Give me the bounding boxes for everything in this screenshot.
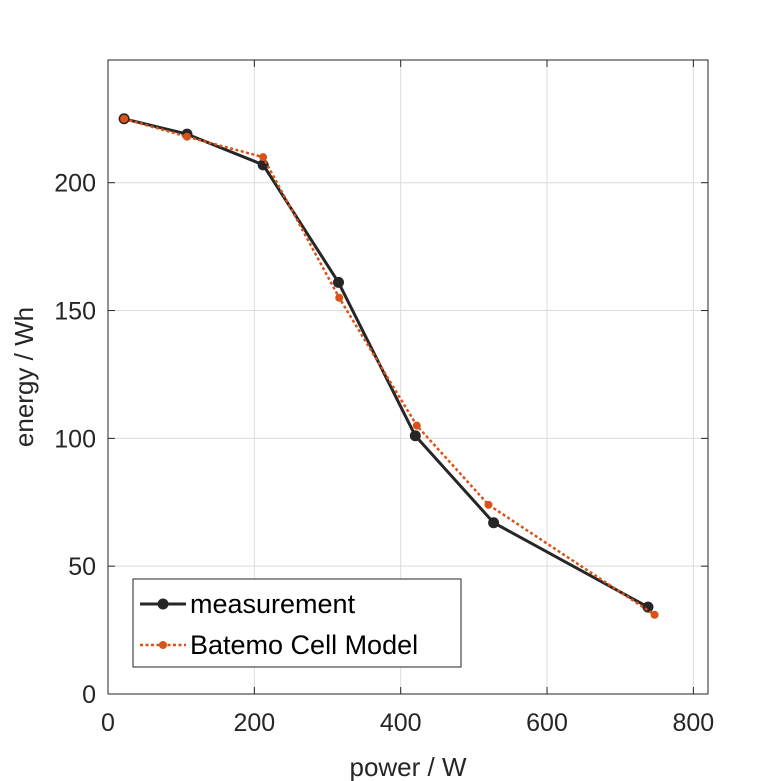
data-point-measurement xyxy=(332,276,344,288)
legend: measurement Batemo Cell Model xyxy=(132,578,462,668)
series-line-measurement xyxy=(123,117,649,609)
data-point-batemo-cell-model xyxy=(183,132,192,141)
data-point-batemo-cell-model xyxy=(484,500,493,509)
legend-marker-batemo-cell-model xyxy=(159,641,167,649)
series-line-batemo-cell-model xyxy=(123,117,656,616)
legend-marker-measurement xyxy=(157,598,169,610)
plot-area-frame xyxy=(107,59,709,695)
x-tick-label: 600 xyxy=(526,709,568,737)
y-tick-label: 50 xyxy=(68,553,96,581)
data-point-measurement xyxy=(409,430,421,442)
data-point-batemo-cell-model xyxy=(120,114,129,123)
grid xyxy=(108,60,708,694)
x-tick-label: 0 xyxy=(101,709,115,737)
data-point-batemo-cell-model xyxy=(259,153,268,162)
legend-entry-batemo-cell-model: Batemo Cell Model xyxy=(140,630,418,660)
legend-box xyxy=(132,578,462,668)
axis-ticks: 0 200 400 600 800 0 50 100 150 200 xyxy=(54,60,714,737)
data-point-measurement xyxy=(642,601,654,613)
series-batemo-cell-model xyxy=(120,114,659,619)
data-point-batemo-cell-model xyxy=(335,293,344,302)
data-point-batemo-cell-model xyxy=(650,610,659,619)
legend-label-batemo-cell-model: Batemo Cell Model xyxy=(190,630,418,660)
y-tick-label: 100 xyxy=(54,425,96,453)
series-measurement xyxy=(118,113,654,613)
x-tick-label: 200 xyxy=(233,709,275,737)
y-tick-label: 0 xyxy=(82,681,96,709)
legend-label-measurement: measurement xyxy=(190,589,356,619)
y-tick-label: 150 xyxy=(54,298,96,326)
y-tick-label: 200 xyxy=(54,170,96,198)
x-axis-label: power / W xyxy=(349,752,466,781)
series-layer xyxy=(118,113,659,619)
x-tick-label: 800 xyxy=(673,709,715,737)
y-axis-label: energy / Wh xyxy=(9,307,39,447)
data-point-measurement xyxy=(488,517,500,529)
x-tick-label: 400 xyxy=(380,709,422,737)
legend-entry-measurement: measurement xyxy=(140,589,356,619)
data-point-batemo-cell-model xyxy=(412,421,421,430)
